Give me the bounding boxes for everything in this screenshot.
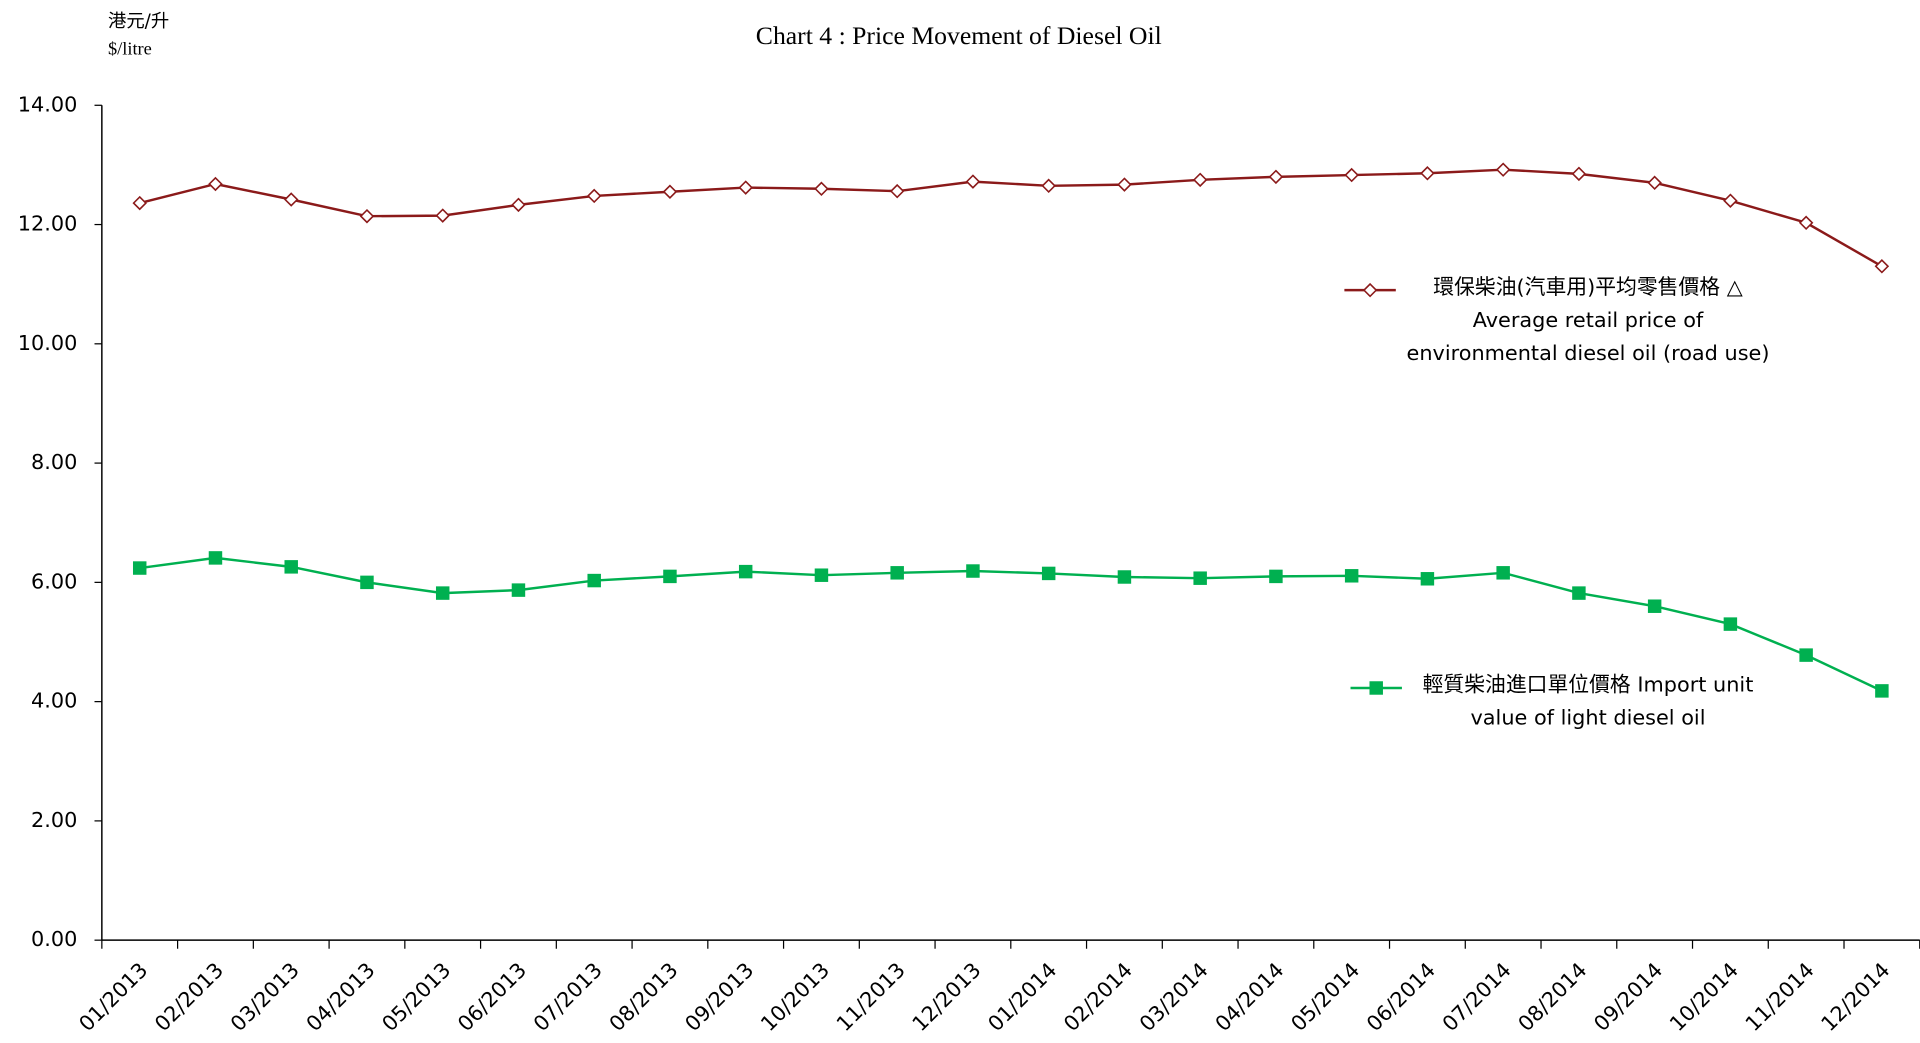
point: [1041, 566, 1056, 581]
x-tick-label: 10/2014: [1665, 958, 1743, 1036]
x-tick-label: 02/2013: [150, 958, 228, 1036]
point: [359, 208, 375, 224]
x-tick-label: 05/2014: [1286, 958, 1364, 1036]
point: [1117, 570, 1132, 584]
x-tick-label: 04/2014: [1211, 958, 1289, 1036]
point: [738, 180, 753, 195]
legend-label: 環保柴油(汽車用)平均零售價格 △ Average retail price o…: [1406, 275, 1770, 367]
x-tick-label: 11/2014: [1741, 958, 1819, 1036]
x-tick-label: 07/2014: [1438, 958, 1516, 1036]
x-tick-label: 12/2014: [1816, 958, 1894, 1036]
point: [360, 575, 374, 590]
legend-label: 輕質柴油進口單位價格 Import unit value of light di…: [1422, 673, 1754, 731]
point: [435, 208, 450, 223]
point: [208, 551, 223, 565]
x-tick-label: 12/2013: [908, 958, 986, 1036]
x-tick-label: 03/2014: [1135, 958, 1213, 1036]
point: [1571, 166, 1587, 182]
y-tick-label: 0.00: [31, 927, 77, 951]
point: [662, 184, 678, 199]
point: [511, 197, 526, 213]
point: [890, 566, 904, 580]
point: [1344, 167, 1359, 183]
y-tick-label: 12.00: [18, 212, 78, 236]
point: [1572, 586, 1586, 600]
y-tick-label: 4.00: [31, 689, 77, 713]
x-tick-label: 09/2013: [680, 958, 758, 1036]
point: [1647, 599, 1662, 613]
x-tick-label: 08/2014: [1514, 958, 1592, 1036]
x-tick-label: 03/2013: [226, 958, 304, 1036]
point: [1369, 681, 1383, 695]
point: [587, 573, 601, 588]
x-tick-label: 11/2013: [832, 958, 910, 1036]
point: [1798, 215, 1814, 231]
point: [889, 183, 905, 199]
point: [738, 564, 753, 579]
point: [1362, 282, 1378, 298]
point: [284, 560, 298, 574]
point: [1192, 172, 1208, 188]
x-tick-label: 06/2013: [453, 958, 531, 1036]
point: [511, 583, 526, 597]
point: [1420, 166, 1435, 181]
y-axis-label: 港元/升: [108, 11, 169, 32]
point: [1799, 648, 1813, 662]
point: [1420, 572, 1435, 586]
point: [208, 176, 223, 192]
series-line: [139, 168, 1883, 268]
legend-box: 輕質柴油進口單位價格 Import unit value of light di…: [1422, 673, 1754, 731]
point: [1495, 162, 1511, 177]
y-tick-label: 2.00: [31, 808, 77, 832]
legend-box: 環保柴油(汽車用)平均零售價格 △ Average retail price o…: [1406, 275, 1770, 367]
point: [966, 564, 980, 578]
point: [1041, 178, 1056, 194]
y-axis-label: $/litre: [108, 38, 152, 58]
y-tick-label: 10.00: [18, 331, 78, 355]
point: [663, 569, 677, 584]
x-tick-label: 06/2014: [1362, 958, 1440, 1036]
point: [1875, 684, 1889, 698]
point: [1647, 175, 1662, 191]
x-tick-label: 04/2013: [302, 958, 380, 1036]
point: [1496, 566, 1510, 580]
x-tick-label: 05/2013: [377, 958, 455, 1036]
y-tick-label: 6.00: [31, 569, 77, 593]
series-line: [139, 556, 1883, 693]
point: [1874, 259, 1890, 274]
point: [132, 561, 147, 575]
point: [283, 192, 299, 207]
point: [1269, 569, 1283, 584]
x-tick-label: 02/2014: [1059, 958, 1137, 1036]
point: [435, 586, 450, 600]
point: [1193, 571, 1207, 585]
x-tick-label: 08/2013: [605, 958, 683, 1036]
y-tick-label: 14.00: [18, 92, 78, 116]
x-tick-label: 10/2013: [756, 958, 834, 1036]
point: [1344, 569, 1359, 583]
x-tick-label: 01/2013: [74, 958, 152, 1036]
x-tick-label: 07/2013: [529, 958, 607, 1036]
point: [586, 188, 602, 204]
point: [1268, 169, 1284, 185]
point: [1723, 617, 1738, 631]
chart-title: Chart 4 : Price Movement of Diesel Oil: [756, 21, 1162, 50]
point: [814, 568, 829, 582]
point: [814, 181, 829, 197]
point: [1117, 177, 1132, 192]
y-tick-label: 8.00: [31, 450, 77, 474]
x-tick-label: 01/2014: [983, 958, 1061, 1036]
point: [1723, 193, 1738, 208]
x-tick-label: 09/2014: [1589, 958, 1667, 1036]
point: [132, 195, 147, 211]
point: [965, 174, 981, 189]
